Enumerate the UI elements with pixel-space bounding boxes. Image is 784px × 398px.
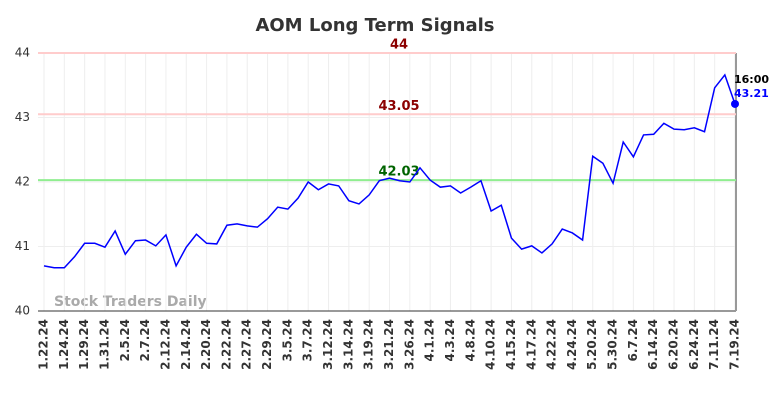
reference-label: 42.03: [378, 165, 419, 180]
reference-label: 43.05: [378, 99, 419, 114]
last-value: 43.21: [734, 87, 769, 100]
x-tick-label: 2.29.24: [260, 319, 274, 370]
last-point: [731, 99, 739, 108]
x-tick-label: 4.10.24: [484, 319, 498, 370]
y-tick-label: 42: [15, 175, 30, 189]
x-tick-label: 2.14.24: [179, 319, 193, 370]
watermark: Stock Traders Daily: [54, 294, 207, 310]
x-tick-label: 6.7.24: [626, 319, 640, 362]
x-tick-label: 5.30.24: [606, 319, 620, 370]
y-tick-label: 41: [15, 239, 30, 253]
x-tick-label: 3.19.24: [362, 319, 376, 370]
x-tick-label: 1.22.24: [37, 319, 51, 370]
x-tick-label: 1.29.24: [77, 319, 91, 370]
x-tick-label: 2.20.24: [199, 319, 213, 370]
x-tick-label: 2.7.24: [138, 319, 152, 362]
x-tick-label: 6.24.24: [687, 319, 701, 370]
chart-title: AOM Long Term Signals: [255, 15, 494, 36]
x-tick-label: 3.12.24: [321, 319, 335, 370]
x-tick-label: 3.7.24: [301, 319, 315, 362]
x-tick-label: 4.22.24: [545, 319, 559, 370]
last-time: 16:00: [734, 73, 769, 86]
x-tick-label: 7.19.24: [728, 319, 742, 370]
x-tick-label: 3.14.24: [341, 319, 355, 370]
x-tick-label: 1.24.24: [57, 319, 71, 370]
reference-label: 44: [390, 38, 408, 53]
x-tick-label: 5.20.24: [585, 319, 599, 370]
x-tick-label: 2.12.24: [158, 319, 172, 370]
x-tick-label: 4.24.24: [565, 319, 579, 370]
x-tick-label: 4.17.24: [524, 319, 538, 370]
x-tick-label: 2.5.24: [118, 319, 132, 362]
x-tick-label: 2.27.24: [240, 319, 254, 370]
x-tick-label: 1.31.24: [97, 319, 111, 370]
x-tick-label: 4.8.24: [463, 319, 477, 362]
y-tick-label: 44: [15, 46, 30, 60]
x-tick-label: 4.15.24: [504, 319, 518, 370]
x-tick-label: 3.26.24: [402, 319, 416, 370]
x-tick-label: 7.11.24: [707, 319, 721, 370]
x-tick-label: 6.20.24: [667, 319, 681, 370]
y-tick-label: 43: [15, 110, 30, 124]
y-tick-label: 40: [15, 304, 30, 318]
x-tick-label: 3.21.24: [382, 319, 396, 370]
x-tick-label: 6.14.24: [646, 319, 660, 370]
price-line: [43, 73, 736, 269]
x-tick-label: 2.22.24: [219, 319, 233, 370]
x-tick-label: 4.3.24: [443, 319, 457, 362]
x-tick-label: 3.5.24: [280, 319, 294, 362]
x-tick-label: 4.1.24: [423, 319, 437, 362]
